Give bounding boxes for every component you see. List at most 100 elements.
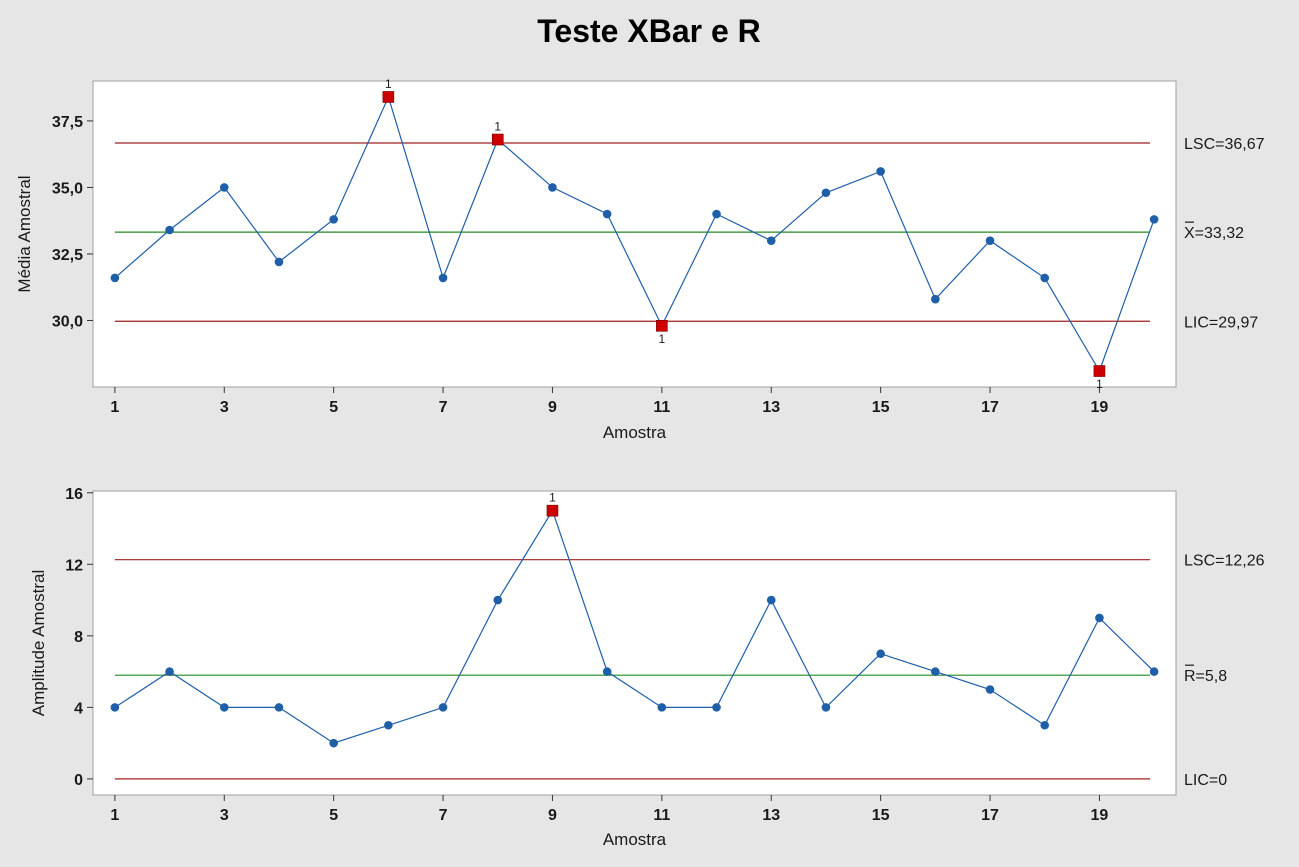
r-out-of-control-point (546, 504, 559, 517)
r-data-point (985, 685, 995, 694)
r-xtick-label: 1 (110, 807, 119, 824)
xbar-data-point (876, 167, 885, 176)
r-data-point (931, 667, 940, 676)
xbar-data-point (219, 183, 229, 192)
xbar-data-point (110, 273, 120, 283)
xbar-data-point (438, 273, 448, 283)
r-data-point (1040, 720, 1050, 730)
xbar-data-point (548, 183, 557, 192)
r-data-point (329, 738, 338, 748)
r-ytick-label: 4 (74, 700, 83, 717)
r-center-label-value: 5,8 (1205, 668, 1227, 685)
r-data-point (876, 649, 885, 659)
xbar-lcl-label-value: 29,97 (1218, 314, 1258, 331)
xbar-data-point (602, 209, 612, 219)
r-data-point (438, 703, 448, 712)
r-ucl-label-prefix: LSC= (1184, 553, 1224, 570)
xbar-series-line (114, 95, 1155, 373)
xbar-out-of-control-point (1093, 365, 1106, 377)
xbar-ucl-label-value: 36,67 (1224, 136, 1264, 153)
xbar-out-of-control-point (382, 91, 395, 103)
r-y-axis-title: Amplitude Amostral (29, 570, 48, 716)
xbar-xtick-label: 17 (981, 399, 999, 416)
r-data-point (110, 703, 120, 712)
xbar-xtick-label: 3 (220, 399, 229, 416)
r-xtick-label: 17 (981, 807, 999, 824)
r-data-point (821, 703, 831, 712)
xbar-xtick-label: 13 (762, 399, 780, 416)
r-ucl-label: LSC=12,26 (1184, 553, 1265, 570)
r-data-point (1095, 613, 1104, 623)
xbar-ytick-label: 35,0 (52, 180, 83, 197)
r-ytick-label: 12 (65, 557, 83, 574)
r-lcl-label: LIC=0 (1184, 772, 1227, 789)
xbar-out-of-control-point (656, 319, 668, 332)
r-ytick-label: 16 (65, 486, 83, 503)
xbar-data-point (165, 225, 174, 235)
xbar-xtick-label: 5 (329, 399, 338, 416)
xbar-data-point (274, 257, 284, 267)
r-xtick-label: 9 (548, 807, 557, 824)
r-data-point (384, 720, 393, 730)
xbar-data-point (1040, 273, 1050, 283)
r-data-point (766, 595, 776, 605)
xbar-xtick-label: 7 (439, 399, 448, 416)
r-data-point (1149, 667, 1159, 676)
r-data-point (657, 703, 667, 712)
r-data-point (493, 595, 503, 605)
r-data-point (165, 667, 174, 676)
xbar-ytick-label: 30,0 (52, 313, 83, 330)
xbar-out-of-control-point (491, 133, 504, 146)
chart-title: Teste XBar e R (537, 13, 761, 49)
r-xtick-label: 3 (220, 807, 229, 824)
r-xtick-label: 11 (653, 807, 670, 824)
r-data-point (274, 703, 284, 712)
xbar-test-flag: 1 (1096, 377, 1103, 391)
r-center-label: R=5,8 (1184, 668, 1227, 685)
xbar-center-label-value: 33,32 (1204, 225, 1244, 242)
xbar-center-label-prefix: X= (1184, 225, 1204, 242)
xbar-ytick-label: 32,5 (52, 247, 83, 264)
xbar-data-point (1149, 215, 1159, 224)
r-ucl-label-value: 12,26 (1224, 553, 1264, 570)
r-center-label-prefix: R= (1184, 668, 1205, 685)
r-xtick-label: 15 (872, 807, 890, 824)
r-xtick-label: 5 (329, 807, 338, 824)
xbar-data-point (821, 188, 831, 198)
r-xtick-label: 19 (1091, 807, 1109, 824)
xbar-y-axis-title: Média Amostral (15, 175, 34, 292)
xbar-xtick-label: 9 (548, 399, 557, 416)
xbar-test-flag: 1 (659, 332, 666, 346)
r-lcl-label-prefix: LIC= (1184, 772, 1218, 789)
xbar-data-point (931, 294, 940, 304)
r-series-line (114, 509, 1155, 744)
xbar-xtick-label: 11 (653, 399, 670, 416)
xbar-lcl-label-prefix: LIC= (1184, 314, 1218, 331)
xbar-ytick-label: 37,5 (52, 114, 83, 131)
r-test-flag: 1 (549, 491, 556, 505)
xbar-test-flag: 1 (385, 77, 392, 91)
r-ytick-label: 0 (74, 772, 83, 789)
r-xtick-label: 13 (762, 807, 780, 824)
xbar-x-axis-title: Amostra (603, 423, 667, 442)
xbar-chart-panel: 30,032,535,037,51 3 5 7 9 11 13 15 17 19AmostraMé… (15, 77, 1265, 442)
r-data-point (712, 703, 721, 712)
r-data-point (602, 667, 612, 676)
xbar-ucl-label: LSC=36,67 (1184, 136, 1265, 153)
xbar-data-point (329, 215, 338, 224)
r-plot-area (92, 490, 1177, 796)
xbar-data-point (985, 236, 995, 245)
xbar-xtick-label: 15 (872, 399, 890, 416)
xbar-data-point (766, 236, 776, 245)
xbar-xtick-label: 19 (1091, 399, 1109, 416)
xbar-ucl-label-prefix: LSC= (1184, 136, 1224, 153)
xbar-data-point (712, 209, 721, 219)
r-ytick-label: 8 (74, 629, 83, 646)
xbar-test-flag: 1 (494, 120, 501, 134)
xbar-plot-area (92, 80, 1177, 388)
xbar-center-label: X=33,32 (1184, 225, 1244, 242)
r-data-point (219, 703, 229, 712)
r-xtick-label: 7 (439, 807, 448, 824)
